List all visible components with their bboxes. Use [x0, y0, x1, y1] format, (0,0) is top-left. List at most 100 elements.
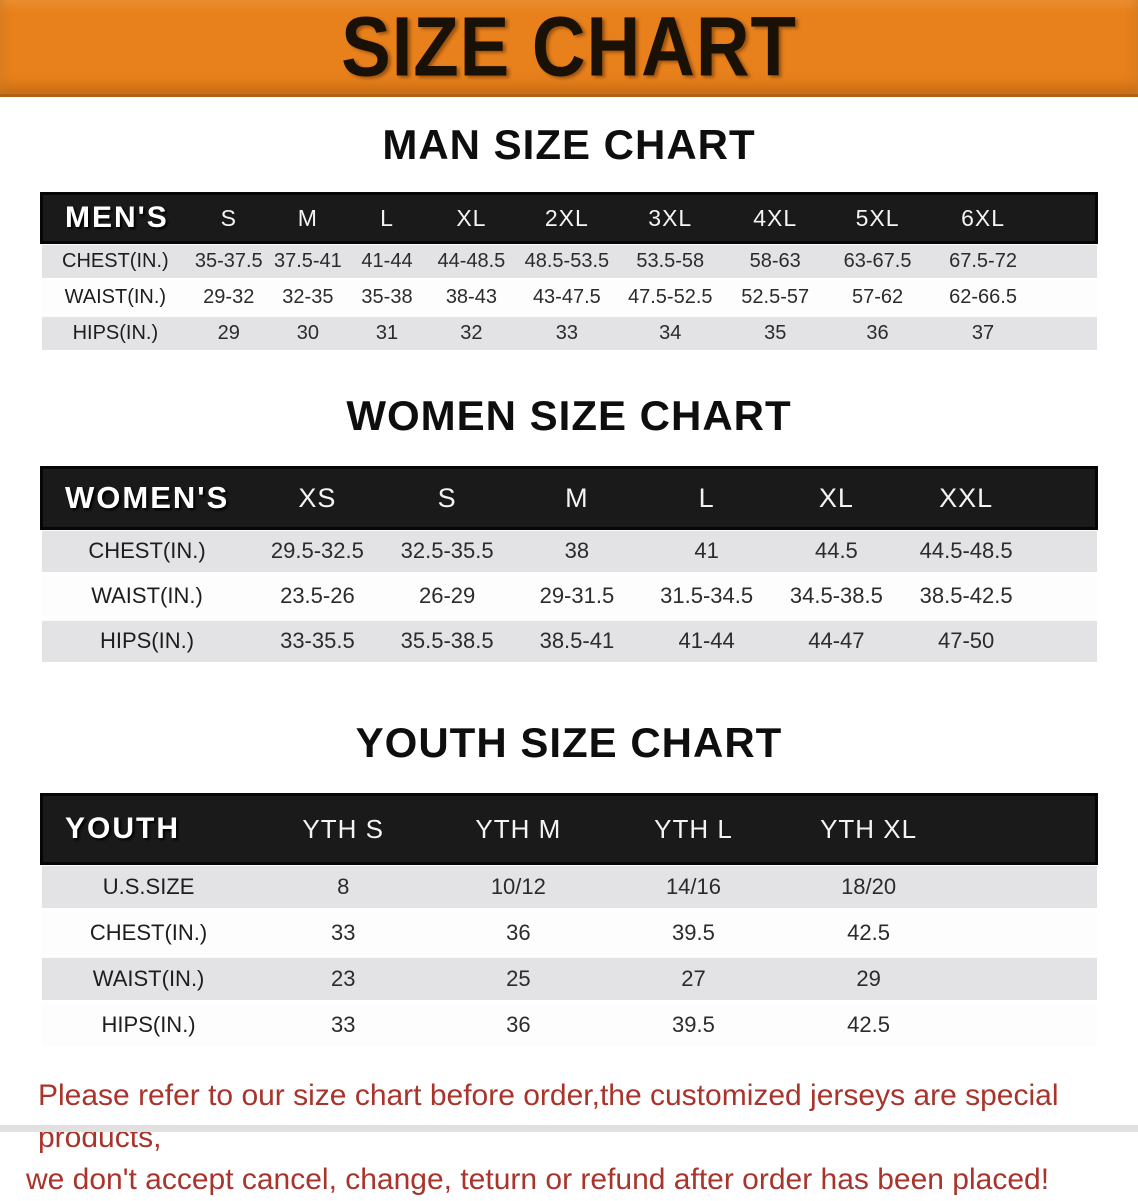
- size-value-cell: 39.5: [605, 909, 782, 957]
- size-column-header: 5XL: [827, 192, 928, 244]
- row-spacer: [1038, 241, 1097, 280]
- size-value-cell: 23.5-26: [252, 573, 383, 620]
- size-value-cell: 33-35.5: [252, 618, 383, 665]
- notice-line-2: we don't accept cancel, change, teturn o…: [26, 1163, 1050, 1196]
- size-column-header: YTH L: [605, 793, 782, 865]
- size-value-cell: 52.5-57: [723, 279, 828, 316]
- size-value-cell: 25: [430, 955, 606, 1003]
- size-value-cell: 29.5-32.5: [252, 527, 383, 575]
- row-label: CHEST(IN.): [41, 527, 253, 575]
- women-size-chart-title: WOMEN SIZE CHART: [346, 392, 792, 439]
- corner-label: MEN'S: [40, 192, 190, 244]
- size-column-header: YTH XL: [781, 793, 957, 865]
- corner-label: YOUTH: [39, 793, 256, 865]
- size-value-cell: 37: [927, 315, 1039, 352]
- womens-size-table: WOMEN'S XS S M L XL XXL CHEST(IN.) 29.5-32.5 32.5…: [39, 466, 1099, 665]
- table-row: HIPS(IN.) 33-35.5 35.5-38.5 38.5-41 41-44 44-…: [41, 618, 1097, 665]
- size-value-cell: 41-44: [641, 618, 772, 665]
- size-column-header: YTH S: [255, 793, 431, 865]
- man-size-chart-title: MAN SIZE CHART: [382, 121, 756, 168]
- header-row: MEN'S S M L XL 2XL 3XL 4XL 5XL 6XL: [40, 192, 1099, 244]
- size-value-cell: 27: [605, 955, 782, 1003]
- size-value-cell: 33: [255, 1001, 431, 1049]
- women-size-chart-section: WOMEN SIZE CHART WOMEN'S XS S M L XL XXL CHEST(…: [0, 394, 1138, 665]
- size-column-header: L: [641, 466, 772, 530]
- row-spacer: [1031, 527, 1097, 575]
- size-value-cell: 32-35: [268, 279, 348, 316]
- table-row: U.S.SIZE 8 10/12 14/16 18/20: [41, 862, 1097, 911]
- size-column-header: 2XL: [516, 192, 618, 244]
- table-row: WAIST(IN.) 23 25 27 29: [41, 955, 1097, 1003]
- size-column-header: YTH M: [430, 793, 606, 865]
- size-value-cell: 31.5-34.5: [641, 573, 772, 620]
- size-value-cell: 58-63: [723, 241, 828, 280]
- row-spacer: [1031, 573, 1097, 620]
- size-value-cell: 57-62: [827, 279, 928, 316]
- size-value-cell: 36: [430, 909, 606, 957]
- header-spacer: [1031, 466, 1099, 530]
- size-value-cell: 35-38: [347, 279, 427, 316]
- size-value-cell: 8: [255, 862, 431, 911]
- size-column-header: 6XL: [927, 192, 1039, 244]
- size-column-header: M: [268, 192, 348, 244]
- size-column-header: S: [382, 466, 513, 530]
- table-row: WAIST(IN.) 23.5-26 26-29 29-31.5 31.5-34.5 34…: [41, 573, 1097, 620]
- size-value-cell: 35: [723, 315, 828, 352]
- header-row: WOMEN'S XS S M L XL XXL: [39, 466, 1099, 530]
- row-label: HIPS(IN.): [41, 315, 190, 352]
- header-spacer: [956, 793, 1099, 865]
- size-value-cell: 29-32: [189, 279, 269, 316]
- size-value-cell: 48.5-53.5: [516, 241, 618, 280]
- size-value-cell: 14/16: [605, 862, 782, 911]
- row-label: WAIST(IN.): [41, 955, 256, 1003]
- size-column-header: L: [347, 192, 427, 244]
- table-row: CHEST(IN.) 29.5-32.5 32.5-35.5 38 41 44.5 44.5…: [41, 527, 1097, 575]
- row-label: U.S.SIZE: [41, 862, 256, 911]
- man-size-chart-section: MAN SIZE CHART MEN'S S M L XL 2XL 3XL 4XL 5XL 6XL…: [0, 123, 1138, 352]
- size-value-cell: 44-48.5: [426, 241, 517, 280]
- header-spacer: [1038, 192, 1099, 244]
- header-row: YOUTH YTH S YTH M YTH L YTH XL: [39, 793, 1099, 865]
- size-column-header: 4XL: [723, 192, 828, 244]
- size-value-cell: 29: [189, 315, 269, 352]
- row-spacer: [1038, 279, 1097, 316]
- size-value-cell: 44-47: [771, 618, 902, 665]
- size-column-header: XL: [426, 192, 517, 244]
- size-value-cell: 33: [255, 909, 431, 957]
- size-value-cell: 41-44: [347, 241, 427, 280]
- size-value-cell: 38: [512, 527, 642, 575]
- banner-title: SIZE CHART: [341, 0, 797, 94]
- size-value-cell: 29: [781, 955, 957, 1003]
- size-column-header: XXL: [901, 466, 1032, 530]
- order-notice: Please refer to our size chart before or…: [0, 1075, 1138, 1201]
- table-row: HIPS(IN.) 29 30 31 32 33 34 35 36 37: [41, 315, 1097, 352]
- size-value-cell: 31: [347, 315, 427, 352]
- youth-size-chart-section: YOUTH SIZE CHART YOUTH YTH S YTH M YTH L YTH…: [0, 721, 1138, 1049]
- row-label: CHEST(IN.): [41, 241, 190, 280]
- row-label: CHEST(IN.): [41, 909, 256, 957]
- size-value-cell: 34: [617, 315, 723, 352]
- size-value-cell: 29-31.5: [512, 573, 642, 620]
- size-value-cell: 26-29: [382, 573, 513, 620]
- youth-size-table: YOUTH YTH S YTH M YTH L YTH XL U.S.SIZE 8 10/12…: [39, 793, 1099, 1049]
- size-value-cell: 35.5-38.5: [382, 618, 513, 665]
- size-value-cell: 38.5-42.5: [901, 573, 1032, 620]
- size-value-cell: 62-66.5: [927, 279, 1039, 316]
- row-label: WAIST(IN.): [41, 279, 190, 316]
- size-value-cell: 63-67.5: [827, 241, 928, 280]
- row-spacer: [1038, 315, 1097, 352]
- row-label: HIPS(IN.): [41, 1001, 256, 1049]
- size-value-cell: 38-43: [426, 279, 517, 316]
- size-value-cell: 36: [827, 315, 928, 352]
- row-spacer: [956, 909, 1097, 957]
- row-label: WAIST(IN.): [41, 573, 253, 620]
- row-spacer: [956, 862, 1097, 911]
- size-value-cell: 47.5-52.5: [617, 279, 723, 316]
- size-value-cell: 44.5: [771, 527, 902, 575]
- size-value-cell: 39.5: [605, 1001, 782, 1049]
- size-value-cell: 44.5-48.5: [901, 527, 1032, 575]
- size-value-cell: 53.5-58: [617, 241, 723, 280]
- size-value-cell: 33: [516, 315, 618, 352]
- size-column-header: M: [512, 466, 642, 530]
- corner-label: WOMEN'S: [39, 466, 253, 530]
